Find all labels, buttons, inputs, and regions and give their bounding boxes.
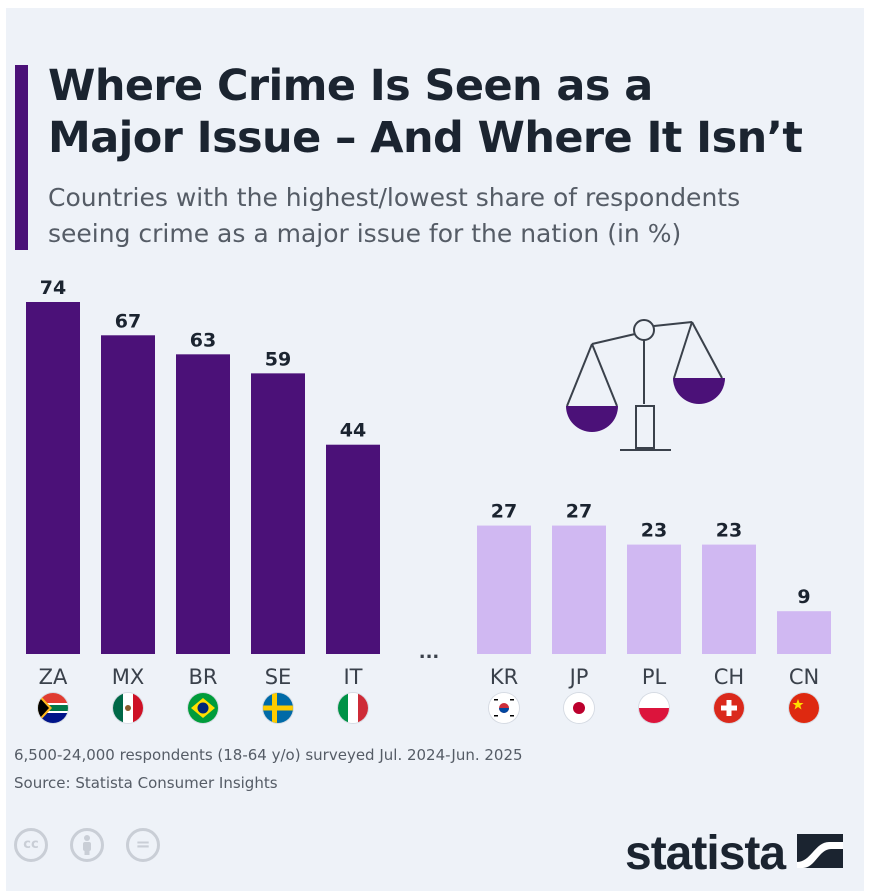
scales-of-justice-icon bbox=[566, 319, 725, 451]
category-label-cn: CN bbox=[789, 665, 819, 689]
no-derivatives-icon: = bbox=[126, 828, 160, 862]
statista-logo[interactable]: statista bbox=[625, 827, 786, 880]
bar-it bbox=[326, 444, 380, 654]
accent-bar bbox=[15, 65, 28, 250]
flag-south-korea-icon bbox=[489, 693, 519, 723]
data-label-jp: 27 bbox=[566, 501, 592, 523]
bar-cn bbox=[777, 611, 831, 654]
category-label-za: ZA bbox=[39, 665, 68, 689]
bar-br bbox=[176, 354, 230, 654]
flag-poland-icon bbox=[639, 693, 669, 723]
flag-switzerland-icon bbox=[714, 693, 744, 723]
category-label-se: SE bbox=[265, 665, 292, 689]
category-label-mx: MX bbox=[112, 665, 145, 689]
flag-sweden-icon bbox=[263, 693, 293, 723]
category-label-it: IT bbox=[343, 665, 362, 689]
statista-logo-mark-icon bbox=[797, 834, 843, 868]
data-label-kr: 27 bbox=[491, 501, 517, 523]
attribution-icon bbox=[70, 828, 104, 862]
bar-se bbox=[251, 373, 305, 654]
bar-kr bbox=[477, 525, 531, 654]
data-label-br: 63 bbox=[190, 329, 216, 351]
flag-brazil-icon bbox=[188, 693, 218, 723]
flag-japan-icon bbox=[564, 693, 594, 723]
flag-south-africa-icon bbox=[38, 693, 68, 723]
category-label-pl: PL bbox=[642, 665, 667, 689]
flag-mexico-icon bbox=[113, 693, 143, 723]
data-label-cn: 9 bbox=[797, 586, 810, 608]
bar-mx bbox=[101, 335, 155, 654]
flag-china-icon bbox=[789, 693, 819, 723]
bar-za bbox=[26, 302, 80, 654]
cc-icon: cc bbox=[14, 828, 48, 862]
category-label-jp: JP bbox=[568, 665, 589, 689]
source-note: Source: Statista Consumer Insights bbox=[14, 774, 278, 792]
category-label-kr: KR bbox=[490, 665, 518, 689]
data-label-se: 59 bbox=[265, 348, 291, 370]
data-label-ch: 23 bbox=[716, 520, 742, 542]
bar-pl bbox=[627, 544, 681, 654]
data-label-za: 74 bbox=[40, 277, 66, 299]
footnote: 6,500-24,000 respondents (18-64 y/o) sur… bbox=[14, 746, 523, 764]
chart-title: Where Crime Is Seen as a Major Issue – A… bbox=[48, 61, 803, 163]
bar-ch bbox=[702, 544, 756, 654]
data-label-it: 44 bbox=[340, 420, 366, 442]
data-label-pl: 23 bbox=[641, 520, 667, 542]
bar-chart: 74 ZA 67 MX 63 BR 59 SE 44 IT 27 KR 27 JP 23 PL 23 CH 9 CN.… bbox=[26, 277, 831, 689]
infographic-card: Where Crime Is Seen as a Major Issue – A… bbox=[6, 8, 864, 891]
data-label-mx: 67 bbox=[115, 310, 141, 332]
gap-ellipsis: ... bbox=[419, 642, 440, 663]
category-label-ch: CH bbox=[714, 665, 744, 689]
category-label-br: BR bbox=[189, 665, 218, 689]
chart-subtitle: Countries with the highest/lowest share … bbox=[48, 183, 741, 248]
flag-italy-icon bbox=[338, 693, 368, 723]
bar-jp bbox=[552, 525, 606, 654]
